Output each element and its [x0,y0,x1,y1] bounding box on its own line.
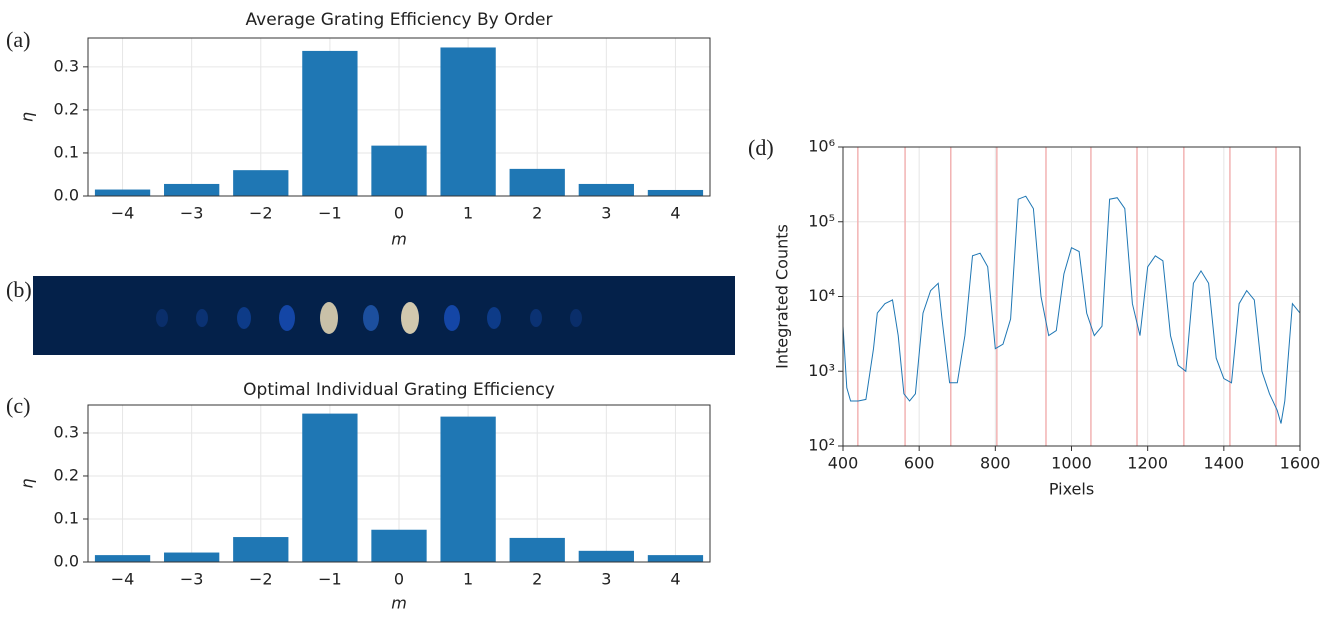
x-tick-label: −1 [318,204,342,223]
x-tick-label: 1600 [1280,454,1321,473]
x-tick-label: −2 [249,204,273,223]
y-tick-label: 0.3 [54,422,79,441]
grating-image [33,276,735,355]
bar [510,538,565,562]
x-tick-label: −4 [111,570,135,589]
bar [371,530,426,562]
bar [164,184,219,196]
y-axis-label: η [18,112,37,122]
x-tick-label: 3 [601,204,611,223]
x-tick-label: 600 [904,454,935,473]
bar [440,47,495,196]
chart-title: Average Grating Efficiency By Order [246,10,553,30]
bar [371,146,426,196]
y-tick-label: 10⁴ [808,286,835,305]
y-tick-label: 0.0 [54,552,79,571]
bar [648,555,703,562]
y-axis-label: η [18,478,37,488]
panel-label: (c) [6,393,30,418]
figure: (b) 0.0 0.1 0.2 0.3 −4 −3 −2 −1 0 1 2 3 4 Average Gra… [0,0,1325,615]
y-tick-label: 0.3 [54,56,79,75]
bar [579,184,634,196]
panel-label: (d) [748,135,774,160]
y-tick-label: 10³ [808,361,835,380]
x-tick-label: −1 [318,570,342,589]
x-tick-label: 400 [828,454,859,473]
x-tick-label: 3 [601,570,611,589]
y-tick-label: 0.1 [54,508,79,527]
bar [302,414,357,562]
bar [233,537,288,562]
x-axis-label: m [391,594,407,613]
x-tick-label: −3 [180,570,204,589]
x-tick-label: −2 [249,570,273,589]
y-tick-label: 10² [808,436,835,455]
x-tick-label: −4 [111,204,135,223]
bar [302,51,357,196]
x-tick-label: −3 [180,204,204,223]
bar [648,190,703,196]
y-tick-label: 0.2 [54,99,79,118]
x-tick-label: 1400 [1203,454,1244,473]
x-tick-label: 1200 [1127,454,1168,473]
x-tick-label: 2 [532,570,542,589]
y-tick-label: 0.0 [54,186,79,205]
bar [95,190,150,196]
x-axis-label: Pixels [1049,480,1094,499]
y-tick-label: 0.1 [54,142,79,161]
y-tick-label: 10⁶ [808,137,835,156]
x-tick-label: 1 [463,570,473,589]
bar [440,417,495,562]
panel-label: (a) [6,27,30,52]
x-tick-label: 4 [670,570,680,589]
y-tick-label: 0.2 [54,465,79,484]
bar [579,551,634,562]
x-tick-label: 1 [463,204,473,223]
panel-label: (b) [6,277,32,302]
y-tick-label: 10⁵ [808,211,835,230]
x-tick-label: 4 [670,204,680,223]
bar [95,555,150,562]
chart-title: Optimal Individual Grating Efficiency [243,380,555,400]
x-tick-label: 800 [980,454,1011,473]
bar [510,169,565,196]
x-tick-label: 0 [394,204,404,223]
x-axis-label: m [391,230,407,249]
bar [164,553,219,562]
x-tick-label: 2 [532,204,542,223]
x-tick-label: 0 [394,570,404,589]
y-axis-label: Integrated Counts [773,224,792,369]
bar [233,170,288,196]
x-tick-label: 1000 [1051,454,1092,473]
